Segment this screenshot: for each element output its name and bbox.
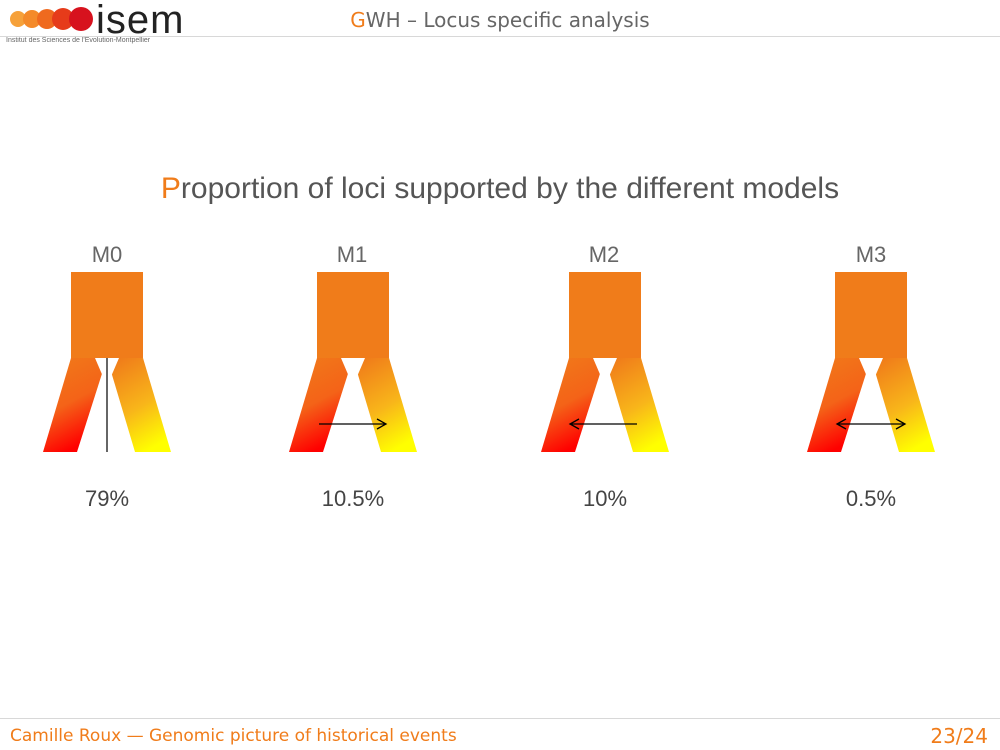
percent-m2: 10%	[582, 486, 628, 511]
footer-author-talk: Camille Roux — Genomic picture of histor…	[10, 726, 457, 746]
arrowhead-right-icon	[376, 418, 388, 430]
branch-split	[859, 358, 883, 386]
arrowhead-right-icon	[895, 418, 907, 430]
percent-m0: 79%	[84, 486, 130, 511]
logo-circles-icon	[10, 7, 93, 31]
percent-m1: 10.5%	[321, 486, 385, 511]
branch-split	[593, 358, 617, 386]
logo-text: isem	[96, 0, 185, 42]
page-number: 23/24	[930, 724, 988, 748]
right-branch	[605, 358, 669, 452]
arrowhead-left-icon	[568, 418, 580, 430]
footer-divider	[0, 718, 1000, 719]
model-label-m2: M2	[588, 242, 620, 267]
header-title: GWH – Locus specific analysis	[0, 8, 1000, 32]
isem-logo: isem Institut des Sciences de l'Evolutio…	[4, 0, 194, 46]
slide-title-initial: P	[160, 172, 181, 205]
ancestral-trunk	[835, 272, 907, 360]
ancestral-trunk	[71, 272, 143, 360]
model-tree-m1	[283, 272, 423, 456]
right-branch	[871, 358, 935, 452]
branch-split	[341, 358, 365, 386]
percent-m3: 0.5%	[845, 486, 897, 511]
header-title-rest: WH – Locus specific analysis	[365, 8, 650, 32]
model-label-m3: M3	[855, 242, 887, 267]
model-label-m0: M0	[91, 242, 123, 267]
left-branch	[43, 358, 107, 452]
arrowhead-left-icon	[835, 418, 847, 430]
ancestral-trunk	[569, 272, 641, 360]
right-branch	[107, 358, 171, 452]
slide-title: Proportion of loci supported by the diff…	[0, 172, 1000, 206]
header-title-initial: G	[350, 8, 366, 32]
ancestral-trunk	[317, 272, 389, 360]
model-tree-m3	[801, 272, 941, 456]
right-branch	[353, 358, 417, 452]
left-branch	[807, 358, 871, 452]
logo-subtitle: Institut des Sciences de l'Evolution-Mon…	[6, 37, 151, 44]
left-branch	[541, 358, 605, 452]
model-tree-m0	[37, 272, 177, 456]
slide-header: isem Institut des Sciences de l'Evolutio…	[0, 0, 1000, 44]
model-label-m1: M1	[336, 242, 368, 267]
left-branch	[289, 358, 353, 452]
model-tree-m2	[535, 272, 675, 456]
slide-title-rest: roportion of loci supported by the diffe…	[180, 172, 840, 205]
header-divider	[0, 36, 1000, 37]
